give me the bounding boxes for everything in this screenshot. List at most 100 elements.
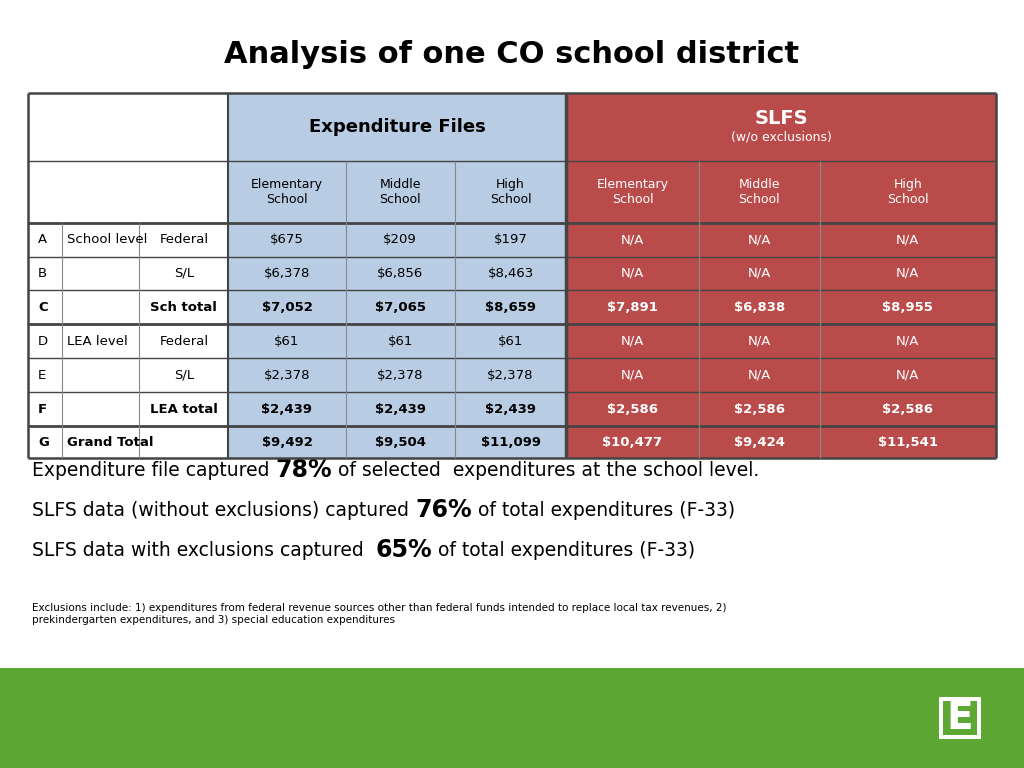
Text: C: C (38, 301, 48, 314)
Text: LEA total: LEA total (150, 402, 218, 415)
Bar (28, 290, 228, 324)
Text: $7,052: $7,052 (261, 301, 312, 314)
Text: $61: $61 (387, 335, 413, 348)
Bar (28, 93, 228, 161)
Text: $61: $61 (498, 335, 523, 348)
Text: N/A: N/A (621, 267, 644, 280)
Text: of total expenditures (F-33): of total expenditures (F-33) (432, 541, 695, 560)
Text: $2,439: $2,439 (375, 402, 426, 415)
Text: 76%: 76% (415, 498, 472, 522)
Bar (28, 257, 228, 290)
Bar (228, 392, 566, 426)
Text: $197: $197 (494, 233, 527, 246)
Bar (566, 93, 996, 161)
Text: $2,378: $2,378 (487, 369, 534, 382)
Bar (566, 257, 996, 290)
Text: 78%: 78% (275, 458, 332, 482)
Text: N/A: N/A (621, 233, 644, 246)
Bar (566, 359, 996, 392)
Text: G: G (38, 435, 49, 449)
Text: N/A: N/A (748, 335, 771, 348)
Text: $9,424: $9,424 (734, 435, 784, 449)
Bar (28, 359, 228, 392)
Bar (228, 359, 566, 392)
Text: N/A: N/A (748, 267, 771, 280)
Bar (228, 161, 566, 223)
Bar (28, 161, 228, 223)
Text: Expenditure file captured: Expenditure file captured (32, 461, 275, 479)
Text: N/A: N/A (896, 233, 920, 246)
Text: N/A: N/A (896, 267, 920, 280)
Bar (228, 324, 566, 359)
Bar (566, 324, 996, 359)
Bar (28, 426, 228, 458)
Text: School level: School level (67, 233, 147, 246)
Text: $9,492: $9,492 (261, 435, 312, 449)
Text: $6,856: $6,856 (377, 267, 423, 280)
Bar (0, 668, 1024, 768)
Text: E: E (946, 699, 974, 737)
Text: Federal: Federal (160, 335, 209, 348)
Text: A: A (38, 233, 47, 246)
Text: Federal: Federal (160, 233, 209, 246)
Text: Sch total: Sch total (151, 301, 217, 314)
Text: Exclusions include: 1) expenditures from federal revenue sources other than fede: Exclusions include: 1) expenditures from… (32, 603, 726, 624)
Text: $6,378: $6,378 (264, 267, 310, 280)
Bar (228, 257, 566, 290)
Text: Analysis of one CO school district: Analysis of one CO school district (224, 40, 800, 69)
Text: SLFS data (without exclusions) captured: SLFS data (without exclusions) captured (32, 501, 415, 519)
Text: $7,891: $7,891 (607, 301, 658, 314)
Text: $8,463: $8,463 (487, 267, 534, 280)
Text: $675: $675 (270, 233, 304, 246)
Text: High
School: High School (489, 177, 531, 206)
Text: $10,477: $10,477 (602, 435, 663, 449)
Bar (939, 697, 981, 739)
Text: $8,659: $8,659 (485, 301, 536, 314)
Text: $11,541: $11,541 (878, 435, 938, 449)
Text: High
School: High School (887, 177, 929, 206)
Text: B: B (38, 267, 47, 280)
Text: $8,955: $8,955 (883, 301, 933, 314)
Text: N/A: N/A (621, 335, 644, 348)
Bar (566, 426, 996, 458)
Text: N/A: N/A (621, 369, 644, 382)
Text: $2,586: $2,586 (607, 402, 658, 415)
Text: Middle
School: Middle School (379, 177, 421, 206)
Bar (566, 161, 996, 223)
Text: $11,099: $11,099 (480, 435, 541, 449)
Text: S/L: S/L (174, 267, 194, 280)
Bar (228, 223, 566, 257)
Text: Elementary
School: Elementary School (251, 177, 323, 206)
Text: $6,838: $6,838 (734, 301, 785, 314)
Text: $2,378: $2,378 (377, 369, 424, 382)
Text: N/A: N/A (748, 233, 771, 246)
Text: 65%: 65% (376, 538, 432, 562)
Text: $209: $209 (383, 233, 417, 246)
Text: N/A: N/A (896, 335, 920, 348)
Text: D: D (38, 335, 48, 348)
Text: of total expenditures (F-33): of total expenditures (F-33) (472, 501, 735, 519)
Bar (28, 223, 228, 257)
Text: of selected  expenditures at the school level.: of selected expenditures at the school l… (332, 461, 760, 479)
Text: E: E (38, 369, 46, 382)
Text: $9,504: $9,504 (375, 435, 426, 449)
Text: Grand Total: Grand Total (67, 435, 154, 449)
Bar (28, 324, 228, 359)
Text: SLFS: SLFS (755, 109, 808, 128)
Text: $2,586: $2,586 (734, 402, 784, 415)
Text: $2,439: $2,439 (261, 402, 312, 415)
Text: Elementary
School: Elementary School (597, 177, 669, 206)
Text: F: F (38, 402, 47, 415)
Text: LEA level: LEA level (67, 335, 128, 348)
Text: Expenditure Files: Expenditure Files (309, 118, 485, 136)
Text: $61: $61 (274, 335, 300, 348)
Bar (566, 290, 996, 324)
Bar (28, 392, 228, 426)
Text: $2,439: $2,439 (485, 402, 536, 415)
Bar (228, 93, 566, 161)
Text: N/A: N/A (748, 369, 771, 382)
Bar (566, 223, 996, 257)
Text: S/L: S/L (174, 369, 194, 382)
Bar (943, 701, 977, 735)
Text: $2,378: $2,378 (264, 369, 310, 382)
